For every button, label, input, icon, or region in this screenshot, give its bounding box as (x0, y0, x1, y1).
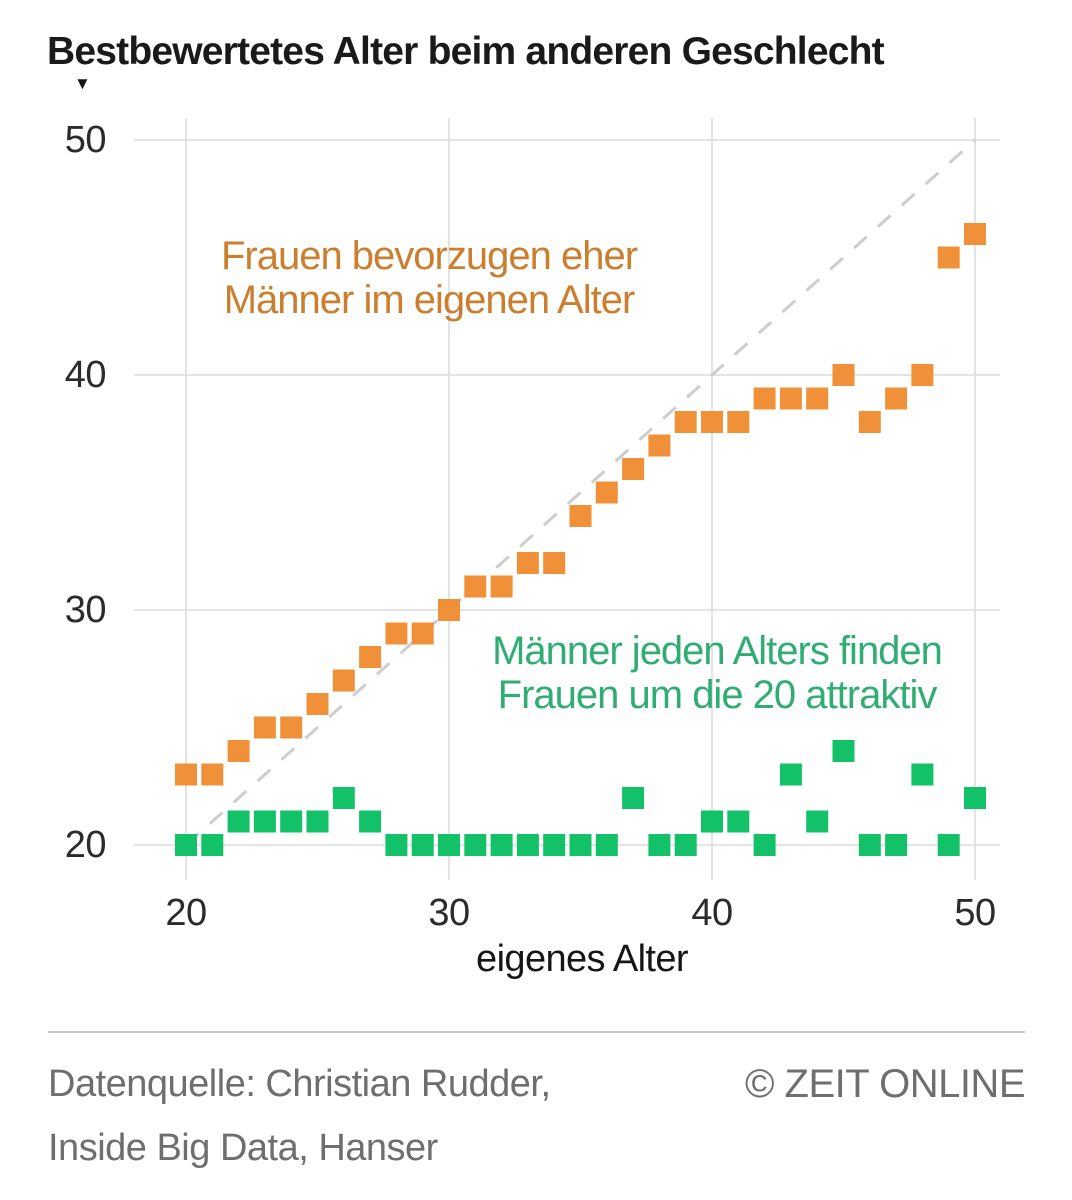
annotation-men: Männer jeden Alters finden Frauen um die… (417, 629, 1017, 717)
copyright-zeit-online: © ZEIT ONLINE (744, 1062, 1026, 1106)
data-point-maenner-bewerten-frauen (595, 834, 618, 856)
data-point-maenner-bewerten-frauen (674, 834, 697, 856)
data-point-maenner-bewerten-frauen (464, 834, 487, 856)
data-point-frauen-bewerten-maenner (359, 646, 382, 668)
data-point-maenner-bewerten-frauen (332, 787, 355, 809)
data-point-frauen-bewerten-maenner (937, 246, 960, 269)
data-point-frauen-bewerten-maenner (438, 599, 460, 621)
data-point-maenner-bewerten-frauen (806, 810, 829, 833)
x-tick-label-30: 30 (428, 892, 470, 934)
data-source-line1: Datenquelle: Christian Rudder, (48, 1063, 551, 1105)
data-point-frauen-bewerten-maenner (858, 411, 881, 433)
data-point-maenner-bewerten-frauen (753, 834, 776, 856)
data-point-frauen-bewerten-maenner (332, 669, 355, 692)
data-point-frauen-bewerten-maenner (385, 622, 408, 645)
data-point-maenner-bewerten-frauen (964, 787, 986, 809)
data-point-frauen-bewerten-maenner (701, 411, 723, 433)
data-point-maenner-bewerten-frauen (543, 834, 566, 856)
y-tick-label-30: 30 (64, 589, 107, 631)
data-point-maenner-bewerten-frauen (253, 810, 276, 833)
data-point-frauen-bewerten-maenner (543, 552, 566, 574)
data-point-frauen-bewerten-maenner (964, 223, 986, 245)
data-point-maenner-bewerten-frauen (411, 834, 434, 856)
chart-title: Bestbewertetes Alter beim anderen Geschl… (47, 30, 885, 73)
data-point-maenner-bewerten-frauen (569, 834, 592, 856)
data-point-frauen-bewerten-maenner (622, 458, 645, 480)
x-axis-title: eigenes Alter (476, 938, 689, 980)
data-point-maenner-bewerten-frauen (438, 834, 460, 856)
annotation-men-line2: Frauen um die 20 attraktiv (497, 673, 938, 717)
data-point-frauen-bewerten-maenner (175, 763, 197, 786)
data-point-frauen-bewerten-maenner (806, 387, 829, 410)
data-point-maenner-bewerten-frauen (385, 834, 408, 856)
data-point-maenner-bewerten-frauen (306, 810, 329, 833)
annotation-women-line1: Frauen bevorzugen eher (220, 234, 638, 278)
data-point-frauen-bewerten-maenner (227, 740, 250, 762)
data-point-maenner-bewerten-frauen (937, 834, 960, 856)
data-point-frauen-bewerten-maenner (253, 716, 276, 739)
data-point-maenner-bewerten-frauen (885, 834, 908, 856)
data-point-frauen-bewerten-maenner (648, 434, 671, 457)
x-tick-label-50: 50 (954, 892, 996, 934)
diagonal-reference-line (185, 138, 976, 847)
data-point-frauen-bewerten-maenner (595, 481, 618, 504)
data-point-frauen-bewerten-maenner (201, 763, 224, 786)
annotation-women-line2: Männer im eigenen Alter (223, 278, 636, 322)
data-point-maenner-bewerten-frauen (227, 810, 250, 833)
scatter-plot (134, 118, 1000, 880)
data-point-maenner-bewerten-frauen (280, 810, 303, 833)
data-point-maenner-bewerten-frauen (516, 834, 539, 856)
data-point-maenner-bewerten-frauen (201, 834, 224, 856)
data-point-frauen-bewerten-maenner (306, 693, 329, 715)
data-point-maenner-bewerten-frauen (727, 810, 750, 833)
data-point-maenner-bewerten-frauen (779, 763, 802, 786)
data-point-frauen-bewerten-maenner (490, 575, 513, 598)
y-tick-label-50: 50 (64, 119, 107, 161)
data-point-frauen-bewerten-maenner (674, 411, 697, 433)
data-point-frauen-bewerten-maenner (280, 716, 303, 739)
data-point-maenner-bewerten-frauen (648, 834, 671, 856)
title-pointer-icon: ▼ (74, 74, 91, 93)
annotation-men-line1: Männer jeden Alters finden (492, 629, 943, 673)
data-point-maenner-bewerten-frauen (858, 834, 881, 856)
x-tick-label-40: 40 (691, 892, 733, 934)
data-point-frauen-bewerten-maenner (753, 387, 776, 410)
data-point-frauen-bewerten-maenner (911, 364, 934, 386)
y-tick-label-20: 20 (64, 824, 107, 866)
data-point-frauen-bewerten-maenner (832, 364, 855, 386)
data-point-maenner-bewerten-frauen (911, 763, 934, 786)
footer-divider (48, 1031, 1025, 1033)
data-point-maenner-bewerten-frauen (622, 787, 645, 809)
data-point-maenner-bewerten-frauen (175, 834, 197, 856)
data-point-frauen-bewerten-maenner (516, 552, 539, 574)
y-tick-label-40: 40 (64, 354, 107, 396)
data-point-frauen-bewerten-maenner (464, 575, 487, 598)
data-point-frauen-bewerten-maenner (885, 387, 908, 410)
data-point-maenner-bewerten-frauen (490, 834, 513, 856)
data-point-frauen-bewerten-maenner (779, 387, 802, 410)
data-point-frauen-bewerten-maenner (411, 622, 434, 645)
data-source-line2: Inside Big Data, Hanser (48, 1127, 438, 1169)
data-point-frauen-bewerten-maenner (727, 411, 750, 433)
data-point-maenner-bewerten-frauen (832, 740, 855, 762)
data-point-maenner-bewerten-frauen (701, 810, 723, 833)
annotation-women: Frauen bevorzugen eher Männer im eigenen… (129, 234, 729, 322)
x-tick-label-20: 20 (165, 892, 207, 934)
data-point-frauen-bewerten-maenner (569, 505, 592, 527)
data-point-maenner-bewerten-frauen (359, 810, 382, 833)
